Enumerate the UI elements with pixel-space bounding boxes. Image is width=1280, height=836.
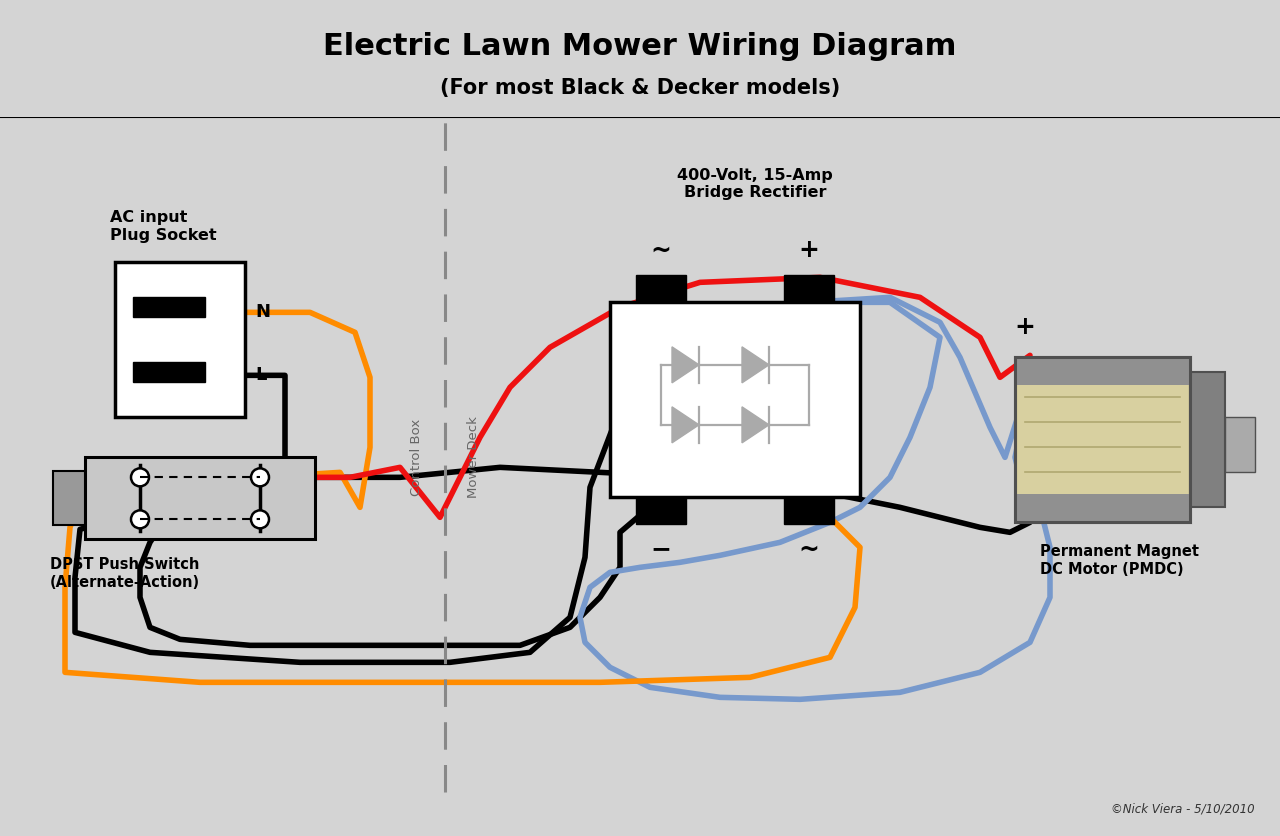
Bar bbox=[1015, 357, 1190, 522]
Text: Electric Lawn Mower Wiring Diagram: Electric Lawn Mower Wiring Diagram bbox=[324, 33, 956, 61]
Bar bbox=[115, 263, 244, 417]
Text: (For most Black & Decker models): (For most Black & Decker models) bbox=[440, 78, 840, 98]
Bar bbox=[783, 275, 835, 303]
Text: L: L bbox=[255, 366, 266, 385]
Text: −: − bbox=[650, 538, 672, 561]
Circle shape bbox=[251, 510, 269, 528]
Bar bbox=[1015, 357, 1190, 385]
Bar bbox=[1190, 372, 1225, 507]
Text: N: N bbox=[255, 303, 270, 321]
Bar bbox=[84, 457, 315, 539]
Polygon shape bbox=[742, 347, 769, 383]
Text: Control Box: Control Box bbox=[411, 419, 424, 496]
Circle shape bbox=[131, 510, 148, 528]
Text: +: + bbox=[1015, 315, 1036, 339]
Text: DPST Push Switch
(Alternate-Action): DPST Push Switch (Alternate-Action) bbox=[50, 558, 200, 589]
Polygon shape bbox=[672, 407, 699, 443]
Text: ~: ~ bbox=[799, 538, 819, 561]
Text: ~: ~ bbox=[650, 238, 672, 263]
Circle shape bbox=[131, 468, 148, 487]
Bar bbox=[133, 298, 205, 318]
Text: Mower Deck: Mower Deck bbox=[466, 416, 480, 498]
Bar bbox=[1225, 417, 1254, 472]
Text: AC input
Plug Socket: AC input Plug Socket bbox=[110, 211, 216, 242]
Circle shape bbox=[251, 468, 269, 487]
Bar bbox=[1015, 494, 1190, 522]
Bar bbox=[783, 497, 835, 524]
Bar bbox=[611, 303, 860, 497]
Text: ©Nick Viera - 5/10/2010: ©Nick Viera - 5/10/2010 bbox=[1111, 803, 1254, 815]
Bar bbox=[52, 472, 84, 525]
Bar bbox=[636, 497, 686, 524]
Text: +: + bbox=[799, 238, 819, 263]
Polygon shape bbox=[672, 347, 699, 383]
Text: Permanent Magnet
DC Motor (PMDC): Permanent Magnet DC Motor (PMDC) bbox=[1039, 544, 1199, 577]
Text: 400-Volt, 15-Amp
Bridge Rectifier: 400-Volt, 15-Amp Bridge Rectifier bbox=[677, 168, 833, 201]
Bar bbox=[133, 362, 205, 382]
Bar bbox=[636, 275, 686, 303]
Polygon shape bbox=[742, 407, 769, 443]
Bar bbox=[1015, 357, 1190, 522]
